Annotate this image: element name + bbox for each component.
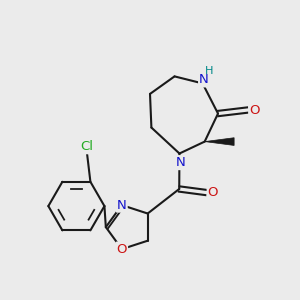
Text: O: O [208, 186, 218, 199]
Text: Cl: Cl [80, 140, 93, 153]
Polygon shape [205, 138, 234, 146]
Text: N: N [176, 156, 186, 169]
Text: N: N [199, 74, 209, 86]
Text: O: O [117, 243, 127, 256]
Text: H: H [205, 66, 214, 76]
Text: O: O [249, 103, 260, 116]
Text: N: N [117, 199, 127, 212]
